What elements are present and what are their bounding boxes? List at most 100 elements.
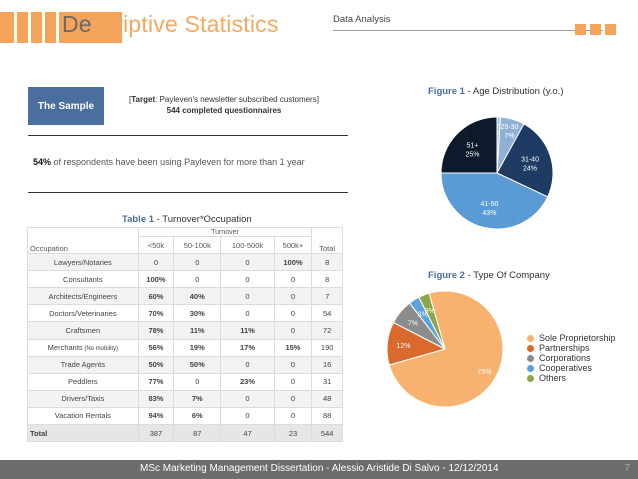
total-cell: 544 (311, 424, 343, 443)
page-number: 7 (624, 463, 630, 474)
table-cell: 0 (273, 304, 313, 323)
occupation-name: Vacation Rentals (54, 411, 111, 421)
header-stripe (56, 12, 59, 43)
table-title-rest: - Turnover*Occupation (154, 214, 252, 225)
header-bar-left (0, 12, 62, 43)
legend-dot-icon (527, 364, 534, 372)
legend-label: Others (539, 373, 567, 383)
table-cell: 0 (273, 287, 313, 306)
legend-item: Partnerships (527, 343, 616, 353)
table-cell: 0 (220, 270, 275, 289)
undefined-slice (440, 116, 498, 174)
table-cell: 94% (137, 406, 175, 426)
fact-pct: 54% (33, 157, 52, 167)
table-row: Peddlers 77% 0 23% 0 31 (27, 372, 343, 391)
table-cell: 0 (273, 270, 313, 289)
occupation-cell: Peddlers (27, 372, 139, 391)
occupation-name: Craftsmen (65, 326, 101, 336)
footer-bar (0, 460, 638, 479)
pie-label-pct: 1% (493, 131, 503, 138)
occupation-cell: Merchants (No mobility) (27, 338, 139, 357)
table-cell: 7 (311, 287, 343, 306)
table-cell: 77% (137, 372, 175, 391)
column-header: <50k (137, 235, 175, 255)
title-highlight-box (62, 12, 122, 43)
occupation-name: Architects/Engineers (48, 291, 118, 301)
header-stripe (14, 12, 17, 43)
table-cell: 11% (173, 321, 222, 340)
pie-label-pct: 24% (523, 165, 537, 172)
table-cell: 50% (137, 355, 175, 374)
legend-item: Corporations (527, 353, 616, 363)
table-cell: 0 (273, 372, 313, 391)
header-stripe (28, 12, 31, 43)
target-text: : Payleven's newsletter subscribed custo… (155, 95, 319, 104)
age-distribution-pie: 18-25 1%25-30 7% 31-40 24% 41-50 43% 51+ 25% (440, 116, 554, 230)
table-cell: 70% (137, 304, 175, 323)
turnover-header: Turnover (137, 227, 313, 237)
table-row: Architects/Engineers 60% 40% 0 0 7 (27, 287, 343, 306)
company-type-legend: Sole Proprietorship Partnerships Corporati… (527, 333, 616, 383)
fact-line: 54% of respondents have been using Payle… (33, 157, 305, 167)
fact-text: of respondents have been using Payleven … (51, 157, 305, 167)
table-cell: 72 (311, 321, 343, 340)
pie-label-pct: 3% (425, 308, 435, 315)
occupation-cell: Doctors/Veterinaries (27, 304, 139, 323)
occupation-name: Trade Agents (60, 360, 106, 370)
company-type-pie: 75%12%7%3%3% (386, 290, 504, 408)
table-cell: 0 (273, 355, 313, 374)
legend-dot-icon (527, 334, 534, 342)
total-label: Total (27, 424, 139, 443)
legend-label: Corporations (539, 353, 591, 363)
header-rule (333, 30, 603, 31)
header-stripe (42, 12, 45, 43)
occupation-name: Consultants (63, 274, 103, 284)
occupation-name: Drivers/Taxis (61, 394, 105, 404)
undefined-slice (496, 123, 554, 198)
table-cell: 0 (137, 253, 175, 272)
figure2-title-rest: - Type Of Company (464, 270, 550, 281)
occupation-name: Lawyers/Notaries (53, 257, 112, 267)
pie-label-pct: 43% (482, 210, 496, 217)
divider (28, 135, 348, 136)
occupation-cell: Lawyers/Notaries (27, 253, 139, 272)
title-first-part: De (62, 11, 92, 37)
pie-label-pct: 25% (465, 151, 479, 158)
table-cell: 190 (311, 338, 343, 357)
table-cell: 31 (311, 372, 343, 391)
figure1-title-rest: - Age Distribution (y.o.) (464, 86, 564, 97)
table-cell: 17% (220, 338, 275, 357)
pie-label-pct: 12% (396, 343, 410, 350)
occupation-cell: Trade Agents (27, 355, 139, 374)
table-row: Consultants 100% 0 0 0 8 (27, 270, 343, 289)
table-cell: 8 (311, 270, 343, 289)
legend-dot-icon (527, 374, 534, 382)
table-cell: 30% (173, 304, 222, 323)
total-cell: 87 (173, 424, 222, 443)
table-cell: 0 (220, 287, 275, 306)
table-cell: 0 (273, 389, 313, 408)
occupation-name: Doctors/Veterinaries (49, 308, 117, 318)
column-header: 500k+ (273, 235, 313, 255)
table-cell: 48 (311, 389, 343, 408)
table-cell: 54 (311, 304, 343, 323)
table-cell: 50% (173, 355, 222, 374)
occupation-note: (No mobility) (82, 346, 119, 353)
decor-square (575, 24, 586, 35)
table-cell: 7% (173, 389, 222, 408)
table-cell: 16 (311, 355, 343, 374)
table-total-row: Total 387 87 47 23 544 (27, 424, 343, 443)
table-cell: 0 (173, 270, 222, 289)
sample-description: [Target: Payleven's newsletter subscribe… (112, 94, 336, 116)
pie-label-category: 18-25 (489, 122, 507, 129)
table-cell: 83% (137, 389, 175, 408)
legend-label: Partnerships (539, 343, 590, 353)
table-cell: 6% (173, 406, 222, 426)
pie-label-pct: 3% (418, 312, 428, 319)
legend-dot-icon (527, 354, 534, 362)
turnover-occupation-table: Occupation Turnover Total <50k 50-100k 1… (27, 226, 343, 443)
table-row: Lawyers/Notaries 0 0 0 100% 8 (27, 253, 343, 272)
occupation-cell: Consultants (27, 270, 139, 289)
total-cell: 387 (137, 424, 175, 443)
occupation-cell: Architects/Engineers (27, 287, 139, 306)
